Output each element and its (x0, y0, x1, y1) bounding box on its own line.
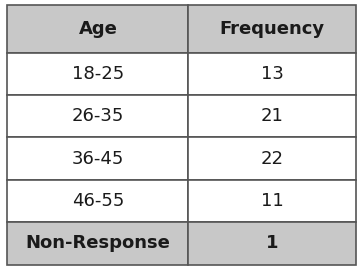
Text: Age: Age (78, 20, 117, 38)
FancyBboxPatch shape (7, 180, 188, 222)
FancyBboxPatch shape (7, 137, 188, 180)
FancyBboxPatch shape (7, 5, 188, 53)
FancyBboxPatch shape (188, 53, 356, 95)
Text: 46-55: 46-55 (72, 192, 124, 210)
Text: Non-Response: Non-Response (25, 234, 170, 252)
Text: 21: 21 (261, 107, 284, 125)
FancyBboxPatch shape (188, 137, 356, 180)
Text: 26-35: 26-35 (72, 107, 124, 125)
FancyBboxPatch shape (188, 95, 356, 137)
Text: Frequency: Frequency (220, 20, 325, 38)
Text: 13: 13 (261, 65, 284, 83)
Text: 1: 1 (266, 234, 278, 252)
FancyBboxPatch shape (7, 95, 188, 137)
Text: 22: 22 (261, 150, 284, 168)
FancyBboxPatch shape (7, 222, 188, 265)
FancyBboxPatch shape (188, 180, 356, 222)
Text: 36-45: 36-45 (72, 150, 124, 168)
FancyBboxPatch shape (188, 222, 356, 265)
FancyBboxPatch shape (188, 5, 356, 53)
FancyBboxPatch shape (7, 53, 188, 95)
Text: 11: 11 (261, 192, 284, 210)
Text: 18-25: 18-25 (72, 65, 124, 83)
